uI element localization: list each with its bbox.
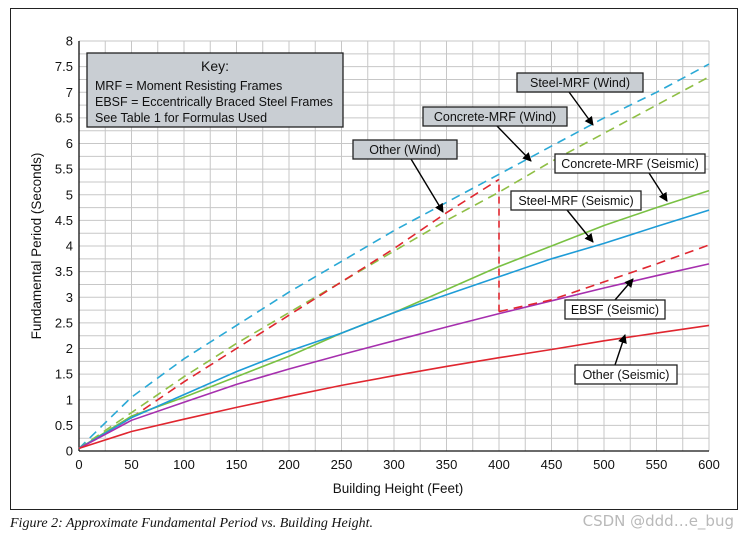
x-tick-label: 300 — [383, 457, 405, 472]
callout-label: Other (Seismic) — [583, 368, 670, 382]
callout-4: Concrete-MRF (Seismic) — [554, 153, 706, 202]
y-tick-label: 5.5 — [55, 162, 73, 177]
series-line-7 — [498, 244, 710, 313]
x-tick-label: 350 — [436, 457, 458, 472]
callout-arrow — [648, 172, 668, 202]
callout-7: Other (Seismic) — [574, 334, 678, 385]
callout-box — [574, 364, 678, 385]
figure-frame: 0 50 100 150 200 250 300 350 400 450 500 550 600 0 0.5… — [10, 8, 738, 510]
x-tick-label: 400 — [488, 457, 510, 472]
x-tick-label: 100 — [173, 457, 195, 472]
figure-caption: Figure 2: Approximate Fundamental Period… — [10, 516, 374, 531]
callout-box — [516, 72, 644, 93]
series-line-3 — [78, 178, 500, 450]
callout-arrow — [566, 209, 594, 243]
y-tick-label: 7.5 — [55, 59, 73, 74]
series-line-2 — [78, 76, 710, 450]
x-axis-label: Building Height (Feet) — [333, 481, 464, 496]
callout-3: Other (Wind) — [352, 139, 458, 213]
callout-label: Concrete-MRF (Seismic) — [561, 157, 699, 171]
y-tick-label: 6.5 — [55, 110, 73, 125]
y-tick-label: 4 — [66, 239, 73, 254]
x-tick-label: 250 — [331, 457, 353, 472]
callout-label: EBSF (Seismic) — [571, 303, 659, 317]
callout-box — [352, 139, 458, 160]
callout-arrow — [568, 91, 594, 126]
x-tick-label: 200 — [278, 457, 300, 472]
callout-arrow — [496, 125, 532, 162]
series-group — [78, 63, 710, 450]
callout-2: Concrete-MRF (Wind) — [422, 106, 568, 162]
key-line: See Table 1 for Formulas Used — [95, 111, 267, 125]
x-tick-label: 150 — [226, 457, 248, 472]
callout-label: Other (Wind) — [369, 143, 441, 157]
series-line-6 — [78, 263, 710, 450]
period-vs-height-chart: 0 50 100 150 200 250 300 350 400 450 500 550 600 0 0.5… — [29, 34, 720, 497]
watermark: CSDN @ddd…e_bug — [582, 512, 734, 530]
y-axis-label: Fundamental Period (Seconds) — [29, 153, 44, 340]
callout-arrow — [410, 158, 444, 213]
callout-box — [564, 299, 666, 320]
y-tick-label: 7 — [66, 85, 73, 100]
x-tick-label: 0 — [75, 457, 82, 472]
callout-label: Steel-MRF (Seismic) — [518, 194, 633, 208]
series-line-1 — [78, 63, 710, 449]
key-title: Key: — [201, 58, 229, 74]
callout-5: Steel-MRF (Seismic) — [510, 190, 642, 243]
y-tick-label: 3.5 — [55, 264, 73, 279]
series-line-5 — [78, 209, 710, 450]
key-box: Key: MRF = Moment Resisting Frames EBSF = … — [86, 52, 344, 128]
x-tick-label: 600 — [698, 457, 720, 472]
y-tick-label: 5 — [66, 187, 73, 202]
y-tick-label: 2.5 — [55, 315, 73, 330]
series-line-8 — [78, 324, 710, 450]
y-tick-label: 6 — [66, 136, 73, 151]
callout-1: Steel-MRF (Wind) — [516, 72, 644, 126]
callout-box — [554, 153, 706, 174]
x-tick-label: 550 — [646, 457, 668, 472]
callout-label: Concrete-MRF (Wind) — [434, 110, 556, 124]
y-tick-label: 2 — [66, 341, 73, 356]
y-tick-label: 1 — [66, 392, 73, 407]
callout-arrow — [614, 278, 634, 301]
y-tick-label: 4.5 — [55, 213, 73, 228]
x-tick-label: 500 — [593, 457, 615, 472]
callout-box — [422, 106, 568, 127]
x-tick-label: 450 — [541, 457, 563, 472]
x-tick-label: 50 — [124, 457, 138, 472]
callout-arrow — [614, 334, 627, 366]
y-tick-label: 0 — [66, 444, 73, 459]
key-box-bg — [86, 52, 344, 128]
callout-6: EBSF (Seismic) — [564, 278, 666, 320]
y-tick-label: 3 — [66, 290, 73, 305]
y-tick-label: 8 — [66, 34, 73, 49]
callout-label: Steel-MRF (Wind) — [530, 76, 630, 90]
key-line: MRF = Moment Resisting Frames — [95, 79, 282, 93]
key-line: EBSF = Eccentrically Braced Steel Frames — [95, 95, 333, 109]
callout-box — [510, 190, 642, 211]
y-tick-label: 0.5 — [55, 418, 73, 433]
y-tick-label: 1.5 — [55, 367, 73, 382]
